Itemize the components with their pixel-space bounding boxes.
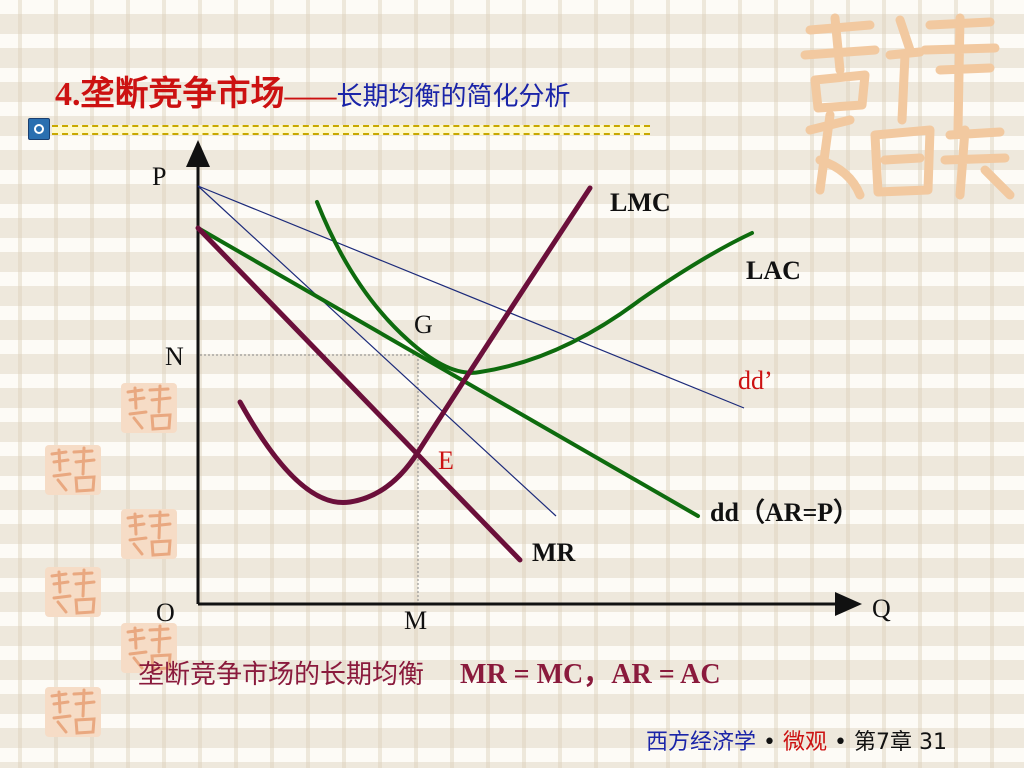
curve-label-mr: MR bbox=[532, 538, 576, 567]
origin-label: O bbox=[156, 598, 175, 627]
stamp-logo bbox=[121, 383, 177, 433]
mr-prime-curve bbox=[197, 185, 557, 517]
title-main: 4.垄断竞争市场 bbox=[55, 76, 285, 113]
title-divider bbox=[52, 125, 650, 135]
lmc-curve bbox=[237, 185, 593, 506]
slide-footer: 西方经济学 • 微观 • 第7章 31 bbox=[646, 724, 947, 756]
axis-label-p: P bbox=[152, 162, 167, 191]
mr-curve bbox=[195, 225, 523, 563]
jixiangruyi-logo bbox=[800, 13, 1015, 200]
footer-chapter: 第7章 31 bbox=[853, 730, 947, 755]
footer-course: 西方经济学 bbox=[646, 730, 757, 755]
footer-part: 微观 bbox=[782, 730, 827, 755]
point-label-m: M bbox=[404, 606, 428, 635]
point-label-n: N bbox=[165, 342, 184, 371]
curve-label-dd: dd（AR=P） bbox=[710, 498, 860, 527]
footer-separator: • bbox=[756, 730, 783, 755]
stamp-logo bbox=[121, 623, 177, 673]
curve-label-lmc: LMC bbox=[610, 188, 671, 217]
point-label-e: E bbox=[438, 446, 454, 475]
stamp-logo bbox=[45, 567, 101, 617]
lac-curve bbox=[315, 200, 754, 375]
stamp-logo bbox=[121, 509, 177, 559]
slide-title: 4.垄断竞争市场——长期均衡的简化分析 bbox=[55, 66, 571, 115]
axis-label-q: Q bbox=[872, 594, 891, 623]
stamp-logo bbox=[45, 445, 101, 495]
dd-prime-curve bbox=[197, 185, 745, 409]
title-subtitle: 长期均衡的简化分析 bbox=[336, 82, 571, 112]
stamp-logo bbox=[45, 687, 101, 737]
curve-label-dd-prime: dd’ bbox=[738, 366, 773, 395]
dd-curve bbox=[196, 226, 700, 518]
footer-separator: • bbox=[827, 730, 854, 755]
equilibrium-caption: 垄断竞争市场的长期均衡 MR = MC，AR = AC bbox=[138, 652, 721, 692]
caption-equation: MR = MC，AR = AC bbox=[460, 659, 721, 690]
curve-label-lac: LAC bbox=[746, 256, 801, 285]
bullet-circle-icon[interactable] bbox=[28, 118, 50, 140]
caption-text: 垄断竞争市场的长期均衡 bbox=[138, 660, 425, 690]
title-dash: —— bbox=[284, 82, 337, 111]
point-label-g: G bbox=[414, 310, 433, 339]
